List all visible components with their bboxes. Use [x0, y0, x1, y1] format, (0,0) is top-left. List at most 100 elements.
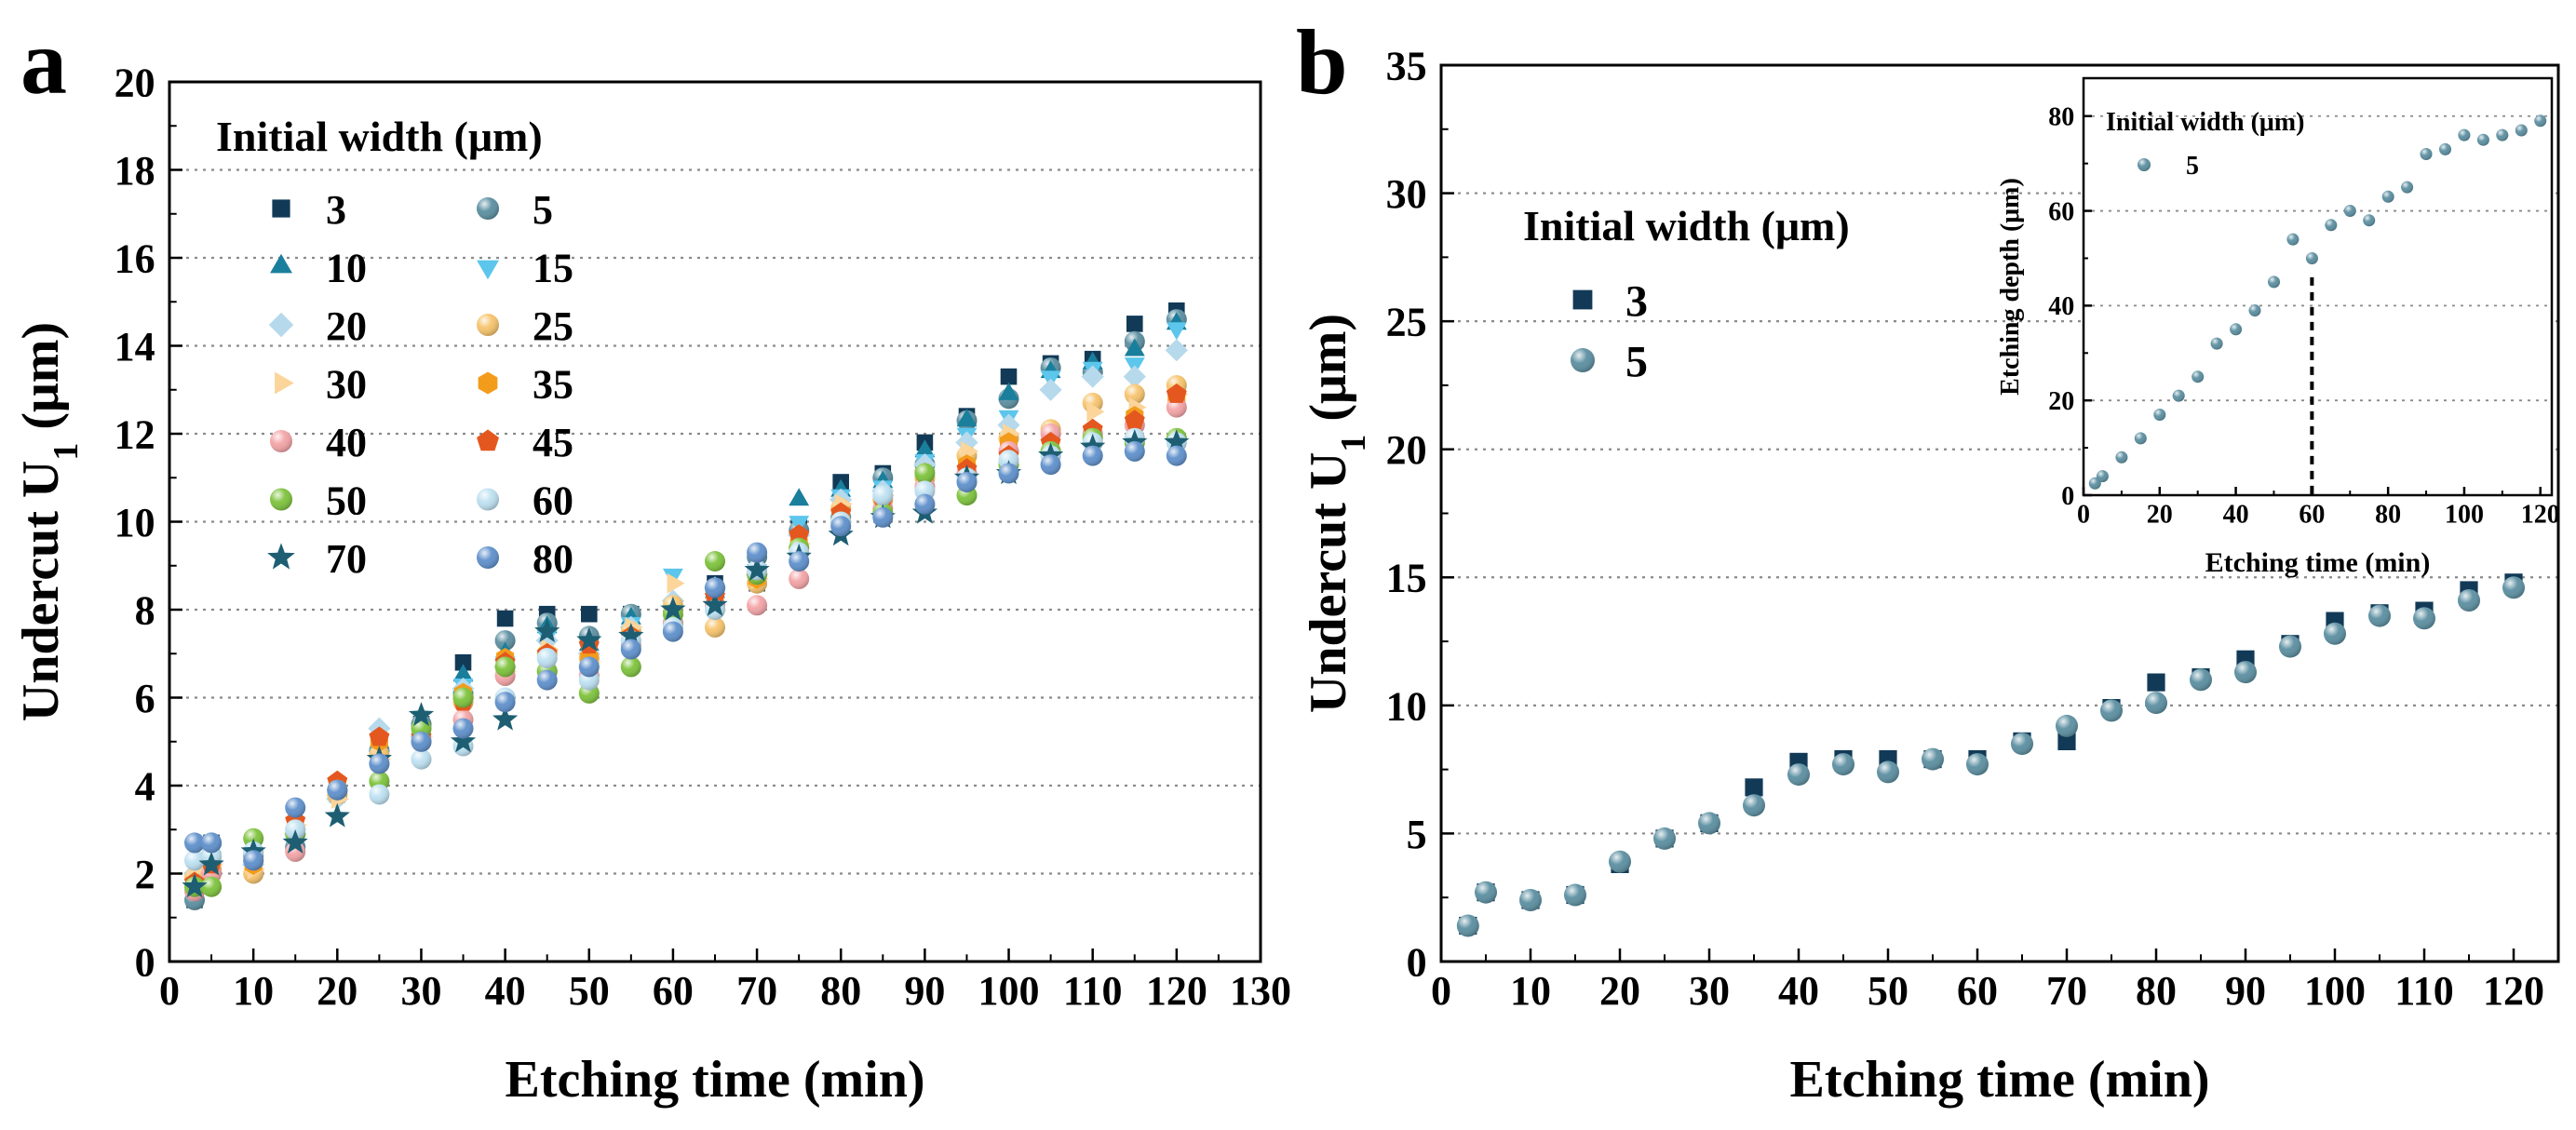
data-point-width-70 [324, 802, 350, 827]
data-point-width-80 [184, 832, 205, 854]
x-tick-label: 110 [1063, 968, 1123, 1014]
data-point-width-5 [1519, 889, 1542, 911]
x-tick-label: 60 [1957, 968, 1998, 1014]
data-point-width-5 [2534, 114, 2547, 128]
x-tick-label: 10 [1510, 968, 1551, 1014]
data-point-width-80 [411, 731, 432, 752]
legend-label-10: 10 [326, 245, 367, 290]
chart-a-x-ticks: 0 10 20 30 40 50 60 70 80 90 100 110 120 130 [159, 948, 1291, 1014]
x-tick-label: 0 [1431, 968, 1451, 1014]
x-tick-label: 80 [2375, 500, 2401, 529]
data-point-width-70 [702, 592, 728, 616]
data-point-width-80 [956, 472, 978, 492]
data-point-width-80 [872, 506, 894, 528]
legend-label-60: 60 [533, 478, 573, 523]
data-point-width-70 [450, 728, 477, 753]
legend-label-3: 3 [1625, 276, 1648, 326]
legend-label-80: 80 [533, 536, 573, 582]
legend-marker-30 [275, 371, 294, 395]
data-point-width-15 [1166, 322, 1187, 341]
chart-b-x-axis-label: Etching time (min) [1789, 1051, 2209, 1109]
data-point-width-5 [2458, 128, 2471, 141]
data-point-width-80 [662, 621, 683, 642]
inset-grid [2084, 114, 2552, 402]
data-point-width-5 [2324, 622, 2346, 645]
data-point-width-5 [2279, 635, 2301, 658]
data-point-width-5 [2515, 124, 2528, 137]
data-point-width-60 [536, 648, 558, 668]
data-point-width-50 [705, 551, 725, 572]
legend-marker-35 [478, 371, 498, 395]
y-tick-label: 20 [1386, 427, 1427, 473]
data-point-width-5 [2234, 661, 2257, 684]
y-tick-label: 10 [115, 500, 155, 545]
data-point-width-50 [620, 656, 641, 678]
data-point-width-80 [452, 718, 474, 739]
legend-label-70: 70 [326, 536, 367, 582]
data-point-width-60 [411, 748, 432, 770]
data-point-width-5 [2190, 668, 2212, 692]
data-point-width-5 [1475, 881, 1497, 904]
data-point-width-3 [1000, 368, 1018, 385]
data-point-width-5 [2248, 304, 2261, 316]
y-tick-label: 20 [115, 60, 155, 105]
data-point-width-80 [1124, 440, 1145, 462]
data-point-width-5 [2476, 133, 2489, 146]
chart-a-y-ticks: 0 2 4 6 8 10 12 14 16 18 20 [115, 60, 182, 985]
data-point-width-80 [327, 779, 348, 800]
data-point-width-80 [201, 832, 223, 854]
data-point-width-5 [2011, 733, 2033, 756]
inset-markers [2088, 114, 2547, 490]
data-point-width-5 [2230, 323, 2243, 336]
x-tick-label: 30 [1689, 968, 1730, 1014]
inset-x-ticks: 0 20 40 60 80 100 120 [2077, 487, 2560, 529]
data-point-width-5 [2286, 233, 2300, 246]
data-point-width-80 [998, 463, 1019, 484]
legend-marker-50 [270, 488, 292, 511]
chart-a: 0 10 20 30 40 50 60 70 80 90 100 110 120 130 0 2 4 6 8 10 1… [12, 60, 1291, 1109]
data-point-width-70 [660, 596, 686, 621]
data-point-width-50 [452, 687, 474, 708]
x-tick-label: 70 [736, 968, 777, 1014]
data-point-width-80 [243, 850, 264, 871]
data-point-width-60 [872, 485, 894, 506]
data-point-width-80 [285, 797, 306, 818]
data-point-width-5 [2056, 714, 2078, 737]
inset-frame [2082, 76, 2554, 497]
data-point-width-80 [1166, 445, 1187, 466]
data-point-width-10 [998, 382, 1019, 400]
x-tick-label: 120 [2483, 968, 2544, 1014]
inset-background [2084, 78, 2552, 495]
x-tick-label: 60 [2299, 500, 2325, 529]
data-point-width-5 [2413, 607, 2435, 630]
y-tick-label: 30 [1386, 171, 1427, 217]
data-point-width-5 [2115, 451, 2128, 464]
data-point-width-45 [369, 726, 390, 747]
data-point-width-50 [914, 463, 936, 484]
x-tick-label: 130 [1230, 968, 1291, 1014]
legend-marker-70 [267, 543, 295, 570]
data-point-width-50 [201, 876, 223, 897]
data-point-width-60 [184, 850, 205, 871]
legend-marker-40 [270, 430, 292, 452]
x-tick-label: 80 [2136, 968, 2177, 1014]
data-point-width-5 [1609, 850, 1631, 873]
data-point-width-10 [789, 488, 810, 506]
legend-marker-3 [1572, 289, 1593, 310]
legend-marker-3 [272, 199, 290, 218]
data-point-width-80 [494, 692, 516, 713]
inset-y-axis-label: Etching depth (μm) [1996, 178, 2025, 396]
data-point-width-80 [789, 551, 810, 572]
data-point-width-70 [576, 626, 602, 652]
y-tick-label: 25 [1386, 300, 1427, 345]
y-tick-label: 20 [2048, 387, 2074, 416]
data-point-width-80 [369, 753, 390, 774]
y-tick-label: 6 [135, 676, 155, 721]
legend-label-5: 5 [2186, 152, 2199, 181]
y-tick-label: 8 [135, 587, 155, 633]
data-point-width-80 [1082, 445, 1103, 466]
data-point-width-20 [1165, 339, 1188, 362]
y-tick-label: 0 [135, 939, 155, 985]
inset-x-axis-label: Etching time (min) [2205, 547, 2431, 578]
data-point-width-10 [914, 439, 936, 458]
